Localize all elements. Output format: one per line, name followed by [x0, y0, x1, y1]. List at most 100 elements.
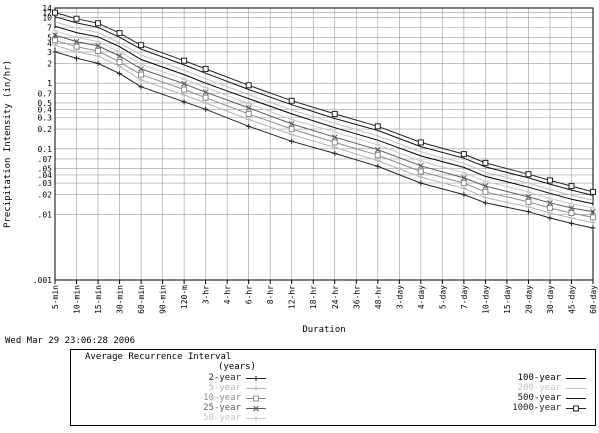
series-5-year-point — [547, 210, 553, 216]
series-10-year-point — [525, 198, 532, 205]
legend-1000-year-point — [573, 405, 579, 412]
series-5-year-point — [375, 158, 381, 164]
series-25-year — [52, 32, 596, 215]
y-tick-label: 2 — [47, 59, 52, 68]
series-5-year-point — [525, 204, 531, 210]
series-10-year-point — [460, 180, 467, 187]
legend-swatch — [246, 376, 266, 381]
x-tick-labels: 5-min 10-min 15-min 30-min 60-min 90-min 120-m… — [51, 285, 598, 314]
series-200-year — [54, 21, 594, 201]
series-5-year-point — [289, 132, 295, 138]
series-25-year-point — [461, 175, 467, 181]
timestamp: Wed Mar 29 23:06:28 2006 — [5, 336, 136, 346]
legend-title: Average Recurrence Interval — [85, 352, 232, 362]
series-5-year-point — [203, 100, 209, 106]
series-1000-year-point — [138, 42, 145, 49]
series-2-year — [52, 49, 596, 231]
series-10-year-point — [331, 139, 338, 146]
y-tick-label: 7 — [47, 24, 52, 33]
series-50-year — [52, 28, 596, 211]
x-tick-label: 60-day — [589, 285, 598, 314]
legend-swatch — [246, 405, 266, 412]
x-tick-label: 4-hr — [223, 285, 232, 304]
legend-label: 200-year — [517, 383, 561, 393]
series-50-year-point — [246, 101, 252, 107]
legend-swatch — [246, 416, 266, 421]
series-1000-year-point — [52, 9, 58, 16]
series-2-year-point — [547, 215, 553, 221]
y-tick-label: 4 — [47, 40, 52, 49]
legend-50-year: 50-year — [71, 413, 271, 424]
series-25-year-point — [374, 146, 381, 153]
series-2-year-point — [375, 163, 381, 169]
series-10-year — [52, 37, 596, 221]
series-50-year-line — [54, 30, 594, 209]
series-5-year-point — [138, 77, 144, 83]
series-50-year-point — [375, 142, 381, 148]
series-5-year-point — [418, 174, 424, 180]
series-lines — [52, 9, 596, 231]
series-2-year-point — [74, 55, 80, 61]
y-tick-label: 1 — [47, 79, 52, 88]
series-25-year-point — [482, 183, 489, 189]
y-tick-label: 0.7 — [38, 89, 53, 98]
legend-10-year-point — [253, 395, 259, 402]
series-50-year-point — [203, 84, 209, 90]
series-50-year-point — [74, 34, 80, 40]
legend-swatch — [246, 386, 266, 391]
series-1000-year-point — [73, 15, 80, 22]
series-2-year-line — [54, 51, 594, 229]
y-tick-label: .04 — [38, 171, 53, 180]
legend-label: 100-year — [517, 373, 561, 383]
x-tick-label: 20-day — [524, 285, 533, 314]
series-5-year-point — [52, 42, 58, 48]
series-5-year-point — [74, 49, 80, 55]
legend-swatch — [566, 378, 586, 379]
series-500-year — [54, 16, 594, 196]
series-50-year-point — [568, 201, 574, 207]
series-10-year-point — [288, 126, 295, 133]
legend-swatch — [566, 405, 586, 412]
x-tick-label: 30-min — [116, 285, 125, 314]
y-tick-label: .001 — [33, 276, 52, 285]
y-tick-label: 14 — [42, 4, 52, 13]
plot-frame — [54, 7, 594, 281]
series-25-year-point — [525, 194, 532, 200]
x-tick-label: 12-hr — [288, 285, 297, 309]
y-tick-label: .03 — [38, 179, 53, 188]
y-tick-label: 0.4 — [38, 105, 53, 114]
legend-50-year-point — [253, 416, 259, 421]
series-10-year-point — [73, 43, 80, 50]
legend-500-year: 500-year — [401, 393, 591, 404]
x-tick-label: 10-min — [73, 285, 82, 314]
x-tick-label: 18-hr — [309, 285, 318, 309]
series-5-year-point — [461, 185, 467, 191]
legend-2-year: 2-year — [71, 373, 271, 384]
x-tick-label: 3-day — [395, 285, 404, 309]
x-tick-label: 15-min — [94, 285, 103, 314]
series-5-year-point — [568, 215, 574, 221]
series-1000-year-point — [95, 20, 102, 27]
series-500-year-line — [54, 16, 594, 196]
x-tick-label: 90-min — [159, 285, 168, 314]
legend-swatch — [566, 388, 586, 389]
series-10-year-point — [202, 94, 209, 101]
series-5-year-point — [482, 195, 488, 201]
series-100-year-line — [54, 25, 594, 205]
series-2-year-point — [289, 138, 295, 144]
series-1000-year-point — [525, 171, 532, 178]
series-1000-year-point — [546, 177, 553, 184]
series-5-year-point — [95, 53, 101, 59]
series-10-year-point — [116, 59, 123, 66]
legend-5-year-point — [253, 386, 259, 391]
series-50-year-point — [117, 49, 123, 55]
legend-label: 5-year — [208, 383, 241, 393]
series-1000-year-point — [288, 97, 295, 104]
y-tick-label: .05 — [38, 165, 53, 174]
series-50-year-point — [547, 195, 553, 201]
series-50-year-point — [461, 170, 467, 176]
y-tick-label: 12 — [42, 8, 52, 17]
series-1000-year-point — [568, 183, 575, 190]
